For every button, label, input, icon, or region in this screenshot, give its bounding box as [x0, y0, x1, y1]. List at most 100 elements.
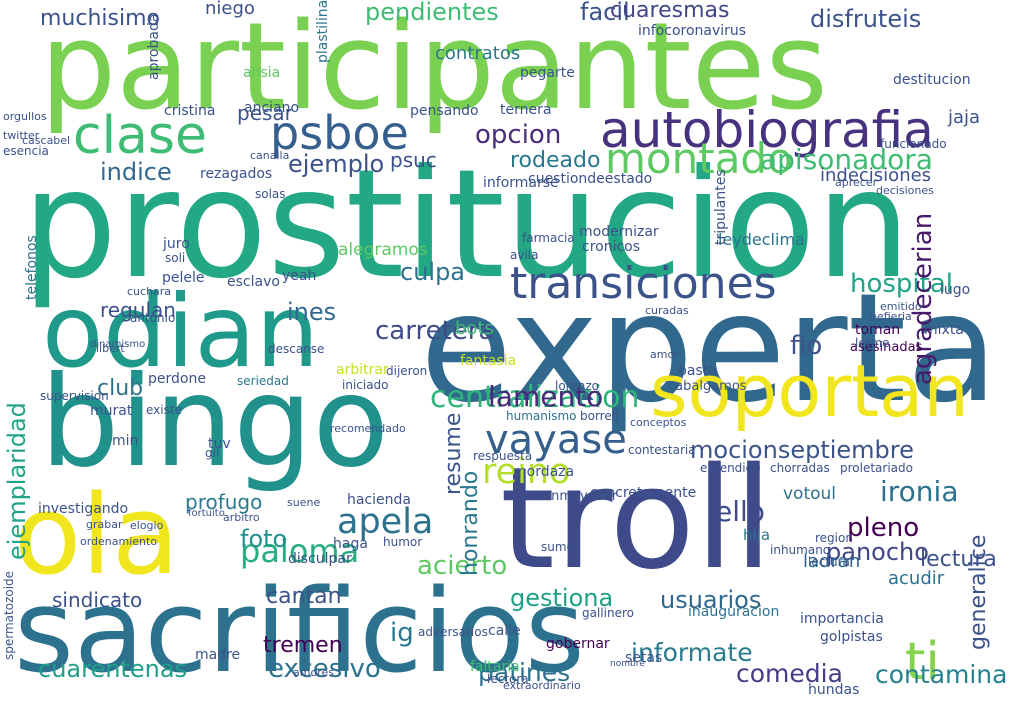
word-dijeron-131: dijeron: [386, 364, 428, 378]
word-cronicos-133: cronicos: [582, 239, 641, 255]
word-solas-122: solas: [255, 187, 286, 201]
word-facil-50: facil: [580, 0, 630, 26]
word-region-165: region: [815, 531, 853, 545]
word-profugo-58: profugo: [185, 490, 263, 514]
word-disfruteis-52: disfruteis: [810, 5, 922, 33]
word-pefieria-180: pefieria: [870, 310, 912, 323]
word-gestiona-37: gestiona: [510, 584, 614, 612]
word-perdone-79: perdone: [148, 371, 206, 387]
word-inhumano-166: inhumano: [770, 543, 831, 557]
word-lugo-119: lugo: [940, 282, 971, 298]
word-pleno-38: pleno: [847, 513, 920, 543]
word-lerme-120: lerme: [855, 336, 890, 350]
word-faltaria-91: faltaria: [470, 659, 520, 675]
word-destitucion-108: destitucion: [893, 72, 971, 88]
word-participantes-0: participantes: [40, 0, 828, 137]
word-disculpar-157: disculpar: [288, 551, 352, 567]
word-apela-17: apela: [337, 502, 434, 542]
word-reino-16: reino: [482, 452, 571, 492]
word-psboe-13: psboe: [270, 106, 409, 160]
word-jaja-70: jaja: [948, 107, 981, 128]
word-antonio-127: antonio: [130, 311, 176, 325]
word-cascabel-136: cascabel: [22, 134, 71, 147]
word-informate-34: informate: [631, 638, 753, 667]
word-carretera-27: carretera: [375, 316, 495, 346]
word-montado-11: montado: [605, 134, 793, 183]
word-cuarentenas-29: cuarentenas: [38, 655, 188, 683]
word-entendido-162: entendido: [700, 461, 761, 475]
word-apisonadora-21: apisonadora: [760, 143, 933, 176]
word-humanismo-107: humanismo: [506, 409, 577, 423]
word-fantasia-77: fantasia: [460, 353, 517, 369]
word-juro-124: juro: [163, 236, 190, 252]
word-panocho-35: panocho: [826, 538, 929, 566]
word-hospital-22: hospital: [850, 269, 954, 299]
word-hundas-94: hundas: [808, 682, 860, 698]
word-comedia-32: comedia: [736, 659, 843, 688]
word-min-82: min: [112, 433, 139, 449]
word-toman-104: toman: [855, 322, 901, 338]
word-ejemplo-45: ejemplo: [288, 150, 385, 178]
word-hija-76: hija: [743, 526, 771, 544]
word-calle-89: calle: [488, 623, 521, 639]
word-madre-88: madre: [195, 647, 241, 663]
word-alegramos-74: alegramos: [338, 240, 428, 260]
word-emitido-179: emitido: [880, 300, 922, 313]
word-lamento-26: lamento: [488, 380, 604, 413]
word-importancia-93: importancia: [800, 611, 884, 627]
word-haga-86: haga: [333, 536, 368, 552]
word-infocoronavirus-117: infocoronavirus: [638, 23, 747, 39]
word-asesinadas-106: asesinadas: [850, 340, 923, 355]
word-anciano-111: anciano: [244, 100, 300, 116]
word-lectura-168: lectura: [808, 555, 850, 569]
word-tremen-42: tremen: [263, 633, 343, 658]
word-amor-171: amor: [650, 348, 679, 361]
word-cuaresmas-53: cuaresmas: [610, 0, 730, 23]
word-borrell-100: borrell: [580, 409, 619, 423]
word-soli-125: soli: [165, 251, 186, 265]
word-sumo-158: sumo: [541, 540, 574, 554]
word-ansia-114: ansia: [243, 65, 281, 81]
word-chorradas-163: chorradas: [770, 461, 830, 475]
word-mocionseptiembre-25: mocionseptiembre: [690, 436, 914, 464]
word-informarse-109: informarse: [483, 175, 559, 191]
word-pegarte-115: pegarte: [520, 65, 575, 81]
word-ti-19: ti: [905, 632, 940, 692]
word-modernizar-132: modernizar: [579, 224, 659, 240]
word-sacrificios-6: sacrificios: [14, 565, 585, 699]
word-rezagados-123: rezagados: [200, 166, 273, 182]
word-ines-56: ines: [287, 298, 337, 326]
word-agradecerian-23: agradecerian: [908, 212, 938, 385]
word-soportan-8: soportan: [650, 349, 969, 433]
word-aprecer-181: aprecer: [835, 176, 878, 189]
word-culpa-44: culpa: [400, 258, 466, 286]
word-canalla-138: canalla: [250, 149, 290, 162]
word-acudir-68: acudir: [888, 568, 945, 589]
word-excesivo-30: excesivo: [268, 654, 381, 684]
word-dinamismo-121: dinamismo: [90, 339, 146, 350]
word-farmacia-174: farmacia: [522, 231, 575, 245]
word-yeah-126: yeah: [282, 268, 317, 284]
word-opcion-47: opcion: [475, 120, 562, 150]
word-usuarios-36: usuarios: [660, 586, 762, 614]
word-fio-60: fio: [790, 331, 823, 361]
word-cabalgamos-103: cabalgamos: [668, 379, 747, 394]
word-mordaza-99: mordaza: [513, 464, 575, 480]
word-decisiones-176: decisiones: [876, 184, 934, 197]
word-contamina-33: contamina: [875, 660, 1008, 689]
word-contestaria-169: contestaria: [628, 443, 696, 457]
word-bingo-4: bingo: [40, 350, 390, 495]
word-gobernar-90: gobernar: [546, 636, 610, 652]
word-nombre-148: nombre: [610, 659, 645, 669]
word-cuestiondeestado-175: cuestiondeestado: [528, 171, 653, 187]
word-ternera-118: ternera: [500, 102, 552, 118]
word-ladran-69: ladran: [803, 551, 861, 572]
word-gallinero-160: gallinero: [582, 606, 634, 620]
word-respuesta-170: respuesta: [473, 449, 533, 463]
word-arbitro-153: arbitro: [223, 511, 260, 524]
word-pelele-144: pelele: [162, 270, 205, 286]
word-esencia-134: esencia: [3, 144, 49, 158]
word-supervision-140: supervision: [40, 389, 109, 403]
word-lectura-67: lectura: [920, 547, 997, 572]
word-niego-65: niego: [205, 0, 255, 19]
